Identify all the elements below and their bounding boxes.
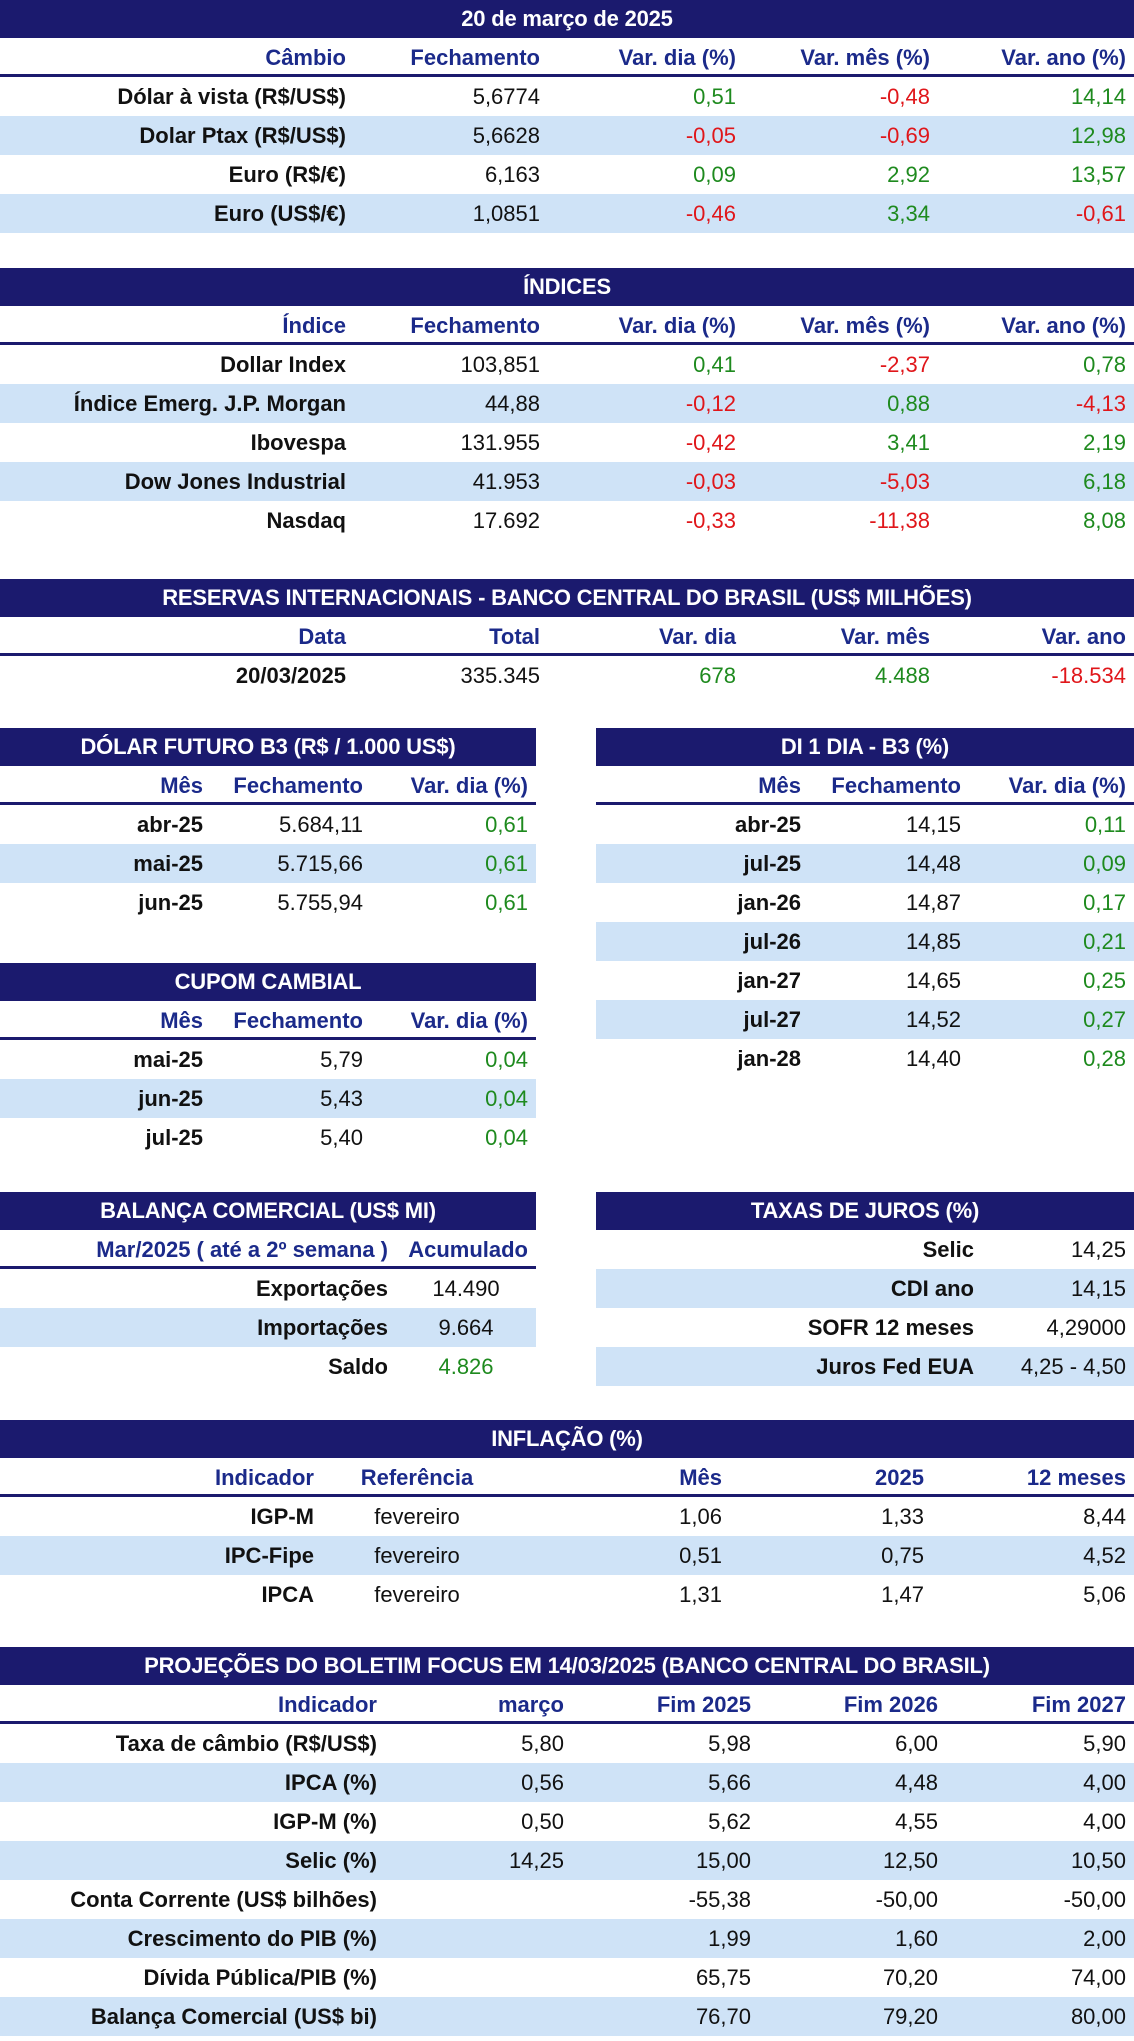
- table-row: Nasdaq 17.692 -0,33 -11,38 8,08: [266, 508, 1126, 533]
- table-row: Balança Comercial (US$ bi) 76,70 79,20 8…: [0, 1997, 1134, 2036]
- table-row: Dollar Index 103,851 0,41 -2,37 0,78: [220, 352, 1126, 377]
- table-row: Saldo 4.826: [328, 1354, 494, 1379]
- table-row: Exportações 14.490: [255, 1276, 500, 1301]
- table-row: Conta Corrente (US$ bilhões) -55,38 -50,…: [70, 1887, 1126, 1912]
- section-title: ÍNDICES: [0, 268, 1134, 306]
- table-row: Dívida Pública/PIB (%) 65,75 70,20 74,00: [143, 1965, 1127, 1990]
- table-row: mai-25 5,79 0,04: [133, 1047, 528, 1072]
- table-header: Índice Fechamento Var. dia (%) Var. mês …: [0, 306, 1134, 345]
- focus-section: PROJEÇÕES DO BOLETIM FOCUS EM 14/03/2025…: [0, 1647, 1134, 2036]
- table-row: abr-25 5.684,11 0,61: [136, 812, 528, 837]
- section-title: DI 1 DIA - B3 (%): [596, 728, 1134, 766]
- table-row: CDI ano 14,15: [596, 1269, 1134, 1308]
- inflacao-section: INFLAÇÃO (%) Indicador Referência Mês 20…: [0, 1420, 1134, 1614]
- table-header: Indicador março Fim 2025 Fim 2026 Fim 20…: [0, 1685, 1134, 1724]
- table-row: Dólar à vista (R$/US$) 5,6774 0,51 -0,48…: [117, 84, 1126, 109]
- section-title: BALANÇA COMERCIAL (US$ MI): [0, 1192, 536, 1230]
- table-row: mai-25 5.715,66 0,61: [0, 844, 536, 883]
- table-header: Câmbio Fechamento Var. dia (%) Var. mês …: [0, 38, 1134, 77]
- reservas-section: RESERVAS INTERNACIONAIS - BANCO CENTRAL …: [0, 579, 1134, 695]
- table-row: jun-25 5.755,94 0,61: [138, 890, 528, 915]
- table-header: Mês Fechamento Var. dia (%): [596, 766, 1134, 805]
- table-row: jan-28 14,40 0,28: [737, 1046, 1126, 1071]
- table-row: abr-25 14,15 0,11: [734, 812, 1126, 837]
- table-header: Mês Fechamento Var. dia (%): [0, 1001, 536, 1040]
- section-title: RESERVAS INTERNACIONAIS - BANCO CENTRAL …: [0, 579, 1134, 617]
- table-row: IGP-M fevereiro 1,06 1,33 8,44: [250, 1504, 1126, 1529]
- table-row: Selic (%) 14,25 15,00 12,50 10,50: [0, 1841, 1134, 1880]
- table-row: jul-25 5,40 0,04: [145, 1125, 528, 1150]
- table-row: Juros Fed EUA 4,25 - 4,50: [596, 1347, 1134, 1386]
- table-header: Mar/2025 ( até a 2º semana ) Acumulado: [0, 1230, 536, 1269]
- table-row: 20/03/2025 335.345 678 4.488 -18.534: [235, 663, 1126, 688]
- table-row: jul-25 14,48 0,09: [596, 844, 1134, 883]
- dolar-futuro-section: DÓLAR FUTURO B3 (R$ / 1.000 US$) Mês Fec…: [0, 728, 536, 922]
- table-row: Índice Emerg. J.P. Morgan 44,88 -0,12 0,…: [0, 384, 1134, 423]
- table-row: IGP-M (%) 0,50 5,62 4,55 4,00: [273, 1809, 1126, 1834]
- table-row: Euro (US$/€) 1,0851 -0,46 3,34 -0,61: [0, 194, 1134, 233]
- table-row: IPCA (%) 0,56 5,66 4,48 4,00: [0, 1763, 1134, 1802]
- table-row: Taxa de câmbio (R$/US$) 5,80 5,98 6,00 5…: [115, 1731, 1126, 1756]
- cambio-section: 20 de março de 2025 Câmbio Fechamento Va…: [0, 0, 1134, 233]
- table-row: IPC-Fipe fevereiro 0,51 0,75 4,52: [0, 1536, 1134, 1575]
- juros-section: TAXAS DE JUROS (%) Selic 14,25 CDI ano 1…: [596, 1192, 1134, 1386]
- section-title: INFLAÇÃO (%): [0, 1420, 1134, 1458]
- table-row: jul-27 14,52 0,27: [596, 1000, 1134, 1039]
- table-row: jan-26 14,87 0,17: [737, 890, 1126, 915]
- indices-section: ÍNDICES Índice Fechamento Var. dia (%) V…: [0, 268, 1134, 540]
- table-row: jul-26 14,85 0,21: [596, 922, 1134, 961]
- table-header: Indicador Referência Mês 2025 12 meses: [0, 1458, 1134, 1497]
- section-title: 20 de março de 2025: [0, 0, 1134, 38]
- cupom-section: CUPOM CAMBIAL Mês Fechamento Var. dia (%…: [0, 963, 536, 1157]
- di1-section: DI 1 DIA - B3 (%) Mês Fechamento Var. di…: [596, 728, 1134, 1078]
- section-title: PROJEÇÕES DO BOLETIM FOCUS EM 14/03/2025…: [0, 1647, 1134, 1685]
- section-title: DÓLAR FUTURO B3 (R$ / 1.000 US$): [0, 728, 536, 766]
- table-row: jun-25 5,43 0,04: [0, 1079, 536, 1118]
- table-row: Ibovespa 131.955 -0,42 3,41 2,19: [250, 430, 1126, 455]
- table-row: IPCA fevereiro 1,31 1,47 5,06: [261, 1582, 1126, 1607]
- table-row: SOFR 12 meses 4,29000: [807, 1315, 1126, 1340]
- balanca-section: BALANÇA COMERCIAL (US$ MI) Mar/2025 ( at…: [0, 1192, 536, 1386]
- table-row: Dow Jones Industrial 41.953 -0,03 -5,03 …: [0, 462, 1134, 501]
- table-header: Data Total Var. dia Var. mês Var. ano: [0, 617, 1134, 656]
- table-row: Dolar Ptax (R$/US$) 5,6628 -0,05 -0,69 1…: [0, 116, 1134, 155]
- table-row: Importações 9.664: [0, 1308, 536, 1347]
- table-header: Mês Fechamento Var. dia (%): [0, 766, 536, 805]
- table-row: Selic 14,25: [922, 1237, 1126, 1262]
- table-row: Crescimento do PIB (%) 1,99 1,60 2,00: [0, 1919, 1134, 1958]
- table-row: jan-27 14,65 0,25: [737, 968, 1126, 993]
- table-row: Euro (R$/€) 6,163 0,09 2,92 13,57: [228, 162, 1126, 187]
- section-title: CUPOM CAMBIAL: [0, 963, 536, 1001]
- section-title: TAXAS DE JUROS (%): [596, 1192, 1134, 1230]
